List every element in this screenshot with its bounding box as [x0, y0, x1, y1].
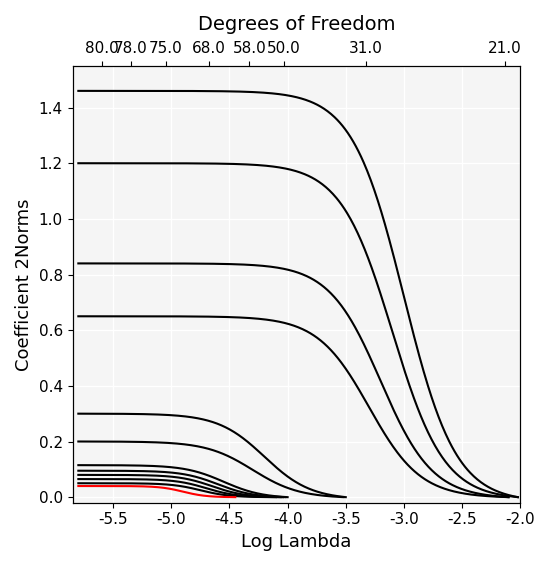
Y-axis label: Coefficient 2Norms: Coefficient 2Norms: [15, 198, 33, 371]
X-axis label: Degrees of Freedom: Degrees of Freedom: [197, 15, 395, 34]
X-axis label: Log Lambda: Log Lambda: [241, 533, 351, 551]
